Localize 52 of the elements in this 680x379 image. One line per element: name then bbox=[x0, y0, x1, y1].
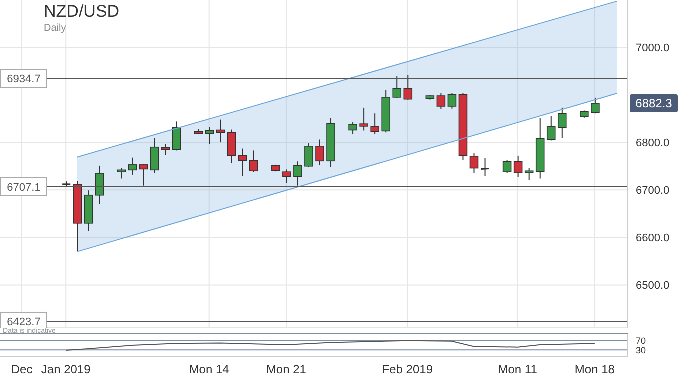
candlestick bbox=[304, 143, 314, 168]
candlestick bbox=[436, 92, 446, 110]
ref-line-label: 6423.7 bbox=[7, 316, 41, 328]
candlestick bbox=[392, 76, 402, 99]
candlestick bbox=[95, 165, 104, 205]
x-tick-label: Mon 18 bbox=[574, 362, 616, 377]
candlestick bbox=[227, 129, 236, 164]
candlestick bbox=[470, 153, 479, 174]
candlestick bbox=[480, 158, 490, 177]
candlestick bbox=[249, 150, 258, 173]
candlestick bbox=[128, 157, 138, 176]
candlestick bbox=[238, 148, 248, 177]
line-series bbox=[66, 340, 596, 352]
chart-title: NZD/USD bbox=[44, 2, 120, 22]
candlestick bbox=[558, 107, 567, 139]
candlestick bbox=[546, 116, 556, 142]
y-tick-label: 30 bbox=[636, 345, 646, 356]
candlestick bbox=[294, 161, 302, 186]
y-tick-label: 6700.0 bbox=[636, 185, 670, 198]
ref-line-label: 6934.7 bbox=[7, 74, 41, 86]
ref-line-label: 6707.1 bbox=[7, 182, 41, 194]
y-tick-label: 70 bbox=[636, 336, 646, 346]
candlestick bbox=[172, 121, 182, 152]
text: Daily bbox=[44, 23, 66, 34]
x-tick-label: Mon 21 bbox=[266, 362, 307, 377]
candlestick bbox=[524, 168, 534, 181]
candlestick bbox=[216, 119, 226, 144]
x-tick-label: Mon 11 bbox=[498, 362, 538, 377]
y-tick-label: 6800.0 bbox=[636, 138, 670, 150]
candlestick bbox=[282, 169, 292, 184]
candlestick bbox=[591, 97, 600, 114]
y-tick-label: 6600.0 bbox=[636, 232, 670, 245]
candlestick bbox=[502, 160, 512, 174]
candlestick bbox=[448, 92, 457, 110]
candlestick bbox=[316, 139, 324, 166]
candlestick bbox=[514, 155, 523, 178]
candlestick bbox=[348, 122, 358, 136]
candlestick bbox=[370, 113, 380, 136]
text: 6882.3 bbox=[636, 96, 673, 110]
candlestick bbox=[360, 107, 368, 132]
x-tick-label: Dec bbox=[11, 362, 33, 377]
candlestick bbox=[150, 138, 160, 174]
x-tick-label: Jan 2019 bbox=[41, 362, 92, 377]
candlestick bbox=[117, 168, 126, 180]
candlestick bbox=[139, 164, 148, 186]
candlestick bbox=[404, 74, 413, 100]
x-tick-label: Feb 2019 bbox=[382, 362, 434, 377]
x-tick-label: Mon 14 bbox=[189, 362, 230, 377]
y-tick-label: 6500.0 bbox=[636, 280, 670, 292]
y-tick-label: 7000.0 bbox=[636, 42, 670, 54]
candlestick bbox=[205, 126, 214, 145]
candlestick bbox=[161, 144, 170, 156]
